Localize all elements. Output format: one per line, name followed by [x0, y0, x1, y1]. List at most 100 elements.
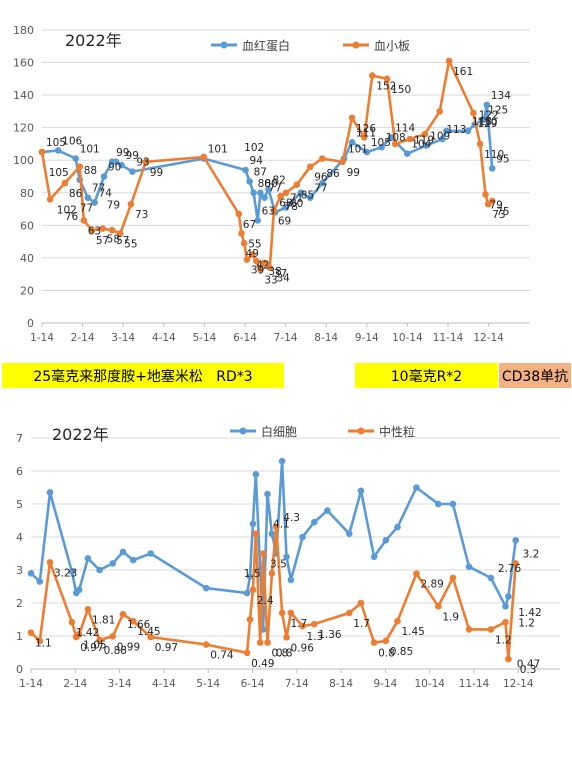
data-point [268, 570, 276, 577]
data-point [250, 189, 257, 197]
x-tick-label: 4-14 [152, 678, 176, 690]
data-point [75, 586, 83, 594]
data-point [61, 179, 69, 187]
y-tick-label: 0 [27, 317, 34, 330]
data-point [243, 256, 251, 263]
data-label: 0.47 [517, 658, 540, 670]
data-point [142, 158, 150, 166]
data-point [449, 500, 457, 508]
data-point [282, 204, 290, 211]
data-point [202, 584, 210, 592]
data-point [277, 192, 284, 200]
data-label: 161 [453, 66, 473, 78]
data-point [435, 603, 442, 610]
series-line-b [30, 525, 517, 661]
data-point [476, 140, 484, 148]
data-point [299, 533, 306, 541]
data-label: 102 [57, 204, 77, 216]
data-label: 0.8 [378, 648, 395, 660]
data-label: 130 [477, 116, 497, 128]
data-point [264, 490, 271, 498]
x-tick-label: 8-14 [329, 678, 353, 690]
data-point [96, 566, 103, 574]
data-point [36, 578, 44, 585]
data-label: 1.1 [35, 638, 52, 650]
y-tick-label: 120 [13, 122, 34, 135]
y-tick-label: 160 [13, 57, 34, 70]
y-tick-label: 4 [16, 531, 23, 544]
data-point [297, 189, 305, 197]
x-tick-label: 8-14 [314, 332, 338, 344]
data-point [464, 127, 472, 135]
data-point [36, 637, 44, 645]
y-tick-label: 60 [20, 219, 34, 232]
data-point [319, 179, 326, 187]
data-label: 134 [491, 90, 511, 102]
data-point [293, 181, 301, 188]
x-tick-label: 12-14 [503, 678, 534, 690]
x-tick-label: 12-14 [473, 332, 504, 344]
data-point [54, 147, 62, 154]
data-label: 88 [84, 165, 97, 177]
data-point [84, 605, 92, 613]
data-point [252, 530, 260, 537]
x-tick-label: 2-14 [63, 678, 87, 690]
data-label: 1.45 [401, 626, 424, 638]
band-cd38: CD38单抗 [499, 363, 571, 388]
data-label: 77 [268, 183, 281, 195]
data-point [278, 609, 286, 617]
data-point [109, 633, 117, 640]
data-point [310, 620, 318, 628]
data-label: 1.81 [92, 614, 115, 626]
data-point [502, 618, 509, 626]
data-label: 111 [356, 127, 376, 139]
data-point [257, 265, 264, 273]
data-point [112, 158, 120, 166]
data-point [287, 576, 295, 584]
y-tick-label: 5 [16, 498, 23, 511]
data-point [348, 139, 356, 146]
data-label: 2.89 [420, 579, 443, 591]
data-point [435, 500, 442, 508]
data-label: 55 [248, 238, 261, 250]
data-label: 99 [347, 167, 360, 179]
legend-label: 白细胞 [261, 424, 297, 439]
data-label: 105 [46, 137, 66, 149]
data-point [505, 593, 512, 600]
y-tick-label: 2 [16, 597, 23, 610]
data-label: 75 [496, 206, 509, 218]
data-point [487, 574, 495, 582]
data-point [266, 264, 274, 271]
data-point [482, 191, 489, 198]
data-point [465, 626, 473, 633]
y-tick-label: 40 [20, 252, 34, 265]
data-label: 1.2 [495, 634, 512, 646]
legend-marker [239, 427, 247, 435]
data-label: 63 [88, 225, 101, 237]
x-tick-label: 10-14 [414, 678, 445, 690]
data-label: 76 [65, 211, 79, 223]
data-point [283, 634, 290, 641]
data-point [383, 75, 391, 83]
data-label: 126 [356, 123, 376, 135]
data-label: 85 [301, 190, 314, 202]
data-point [118, 161, 125, 169]
data-point [487, 626, 495, 633]
data-point [235, 210, 243, 218]
legend-marker [357, 427, 365, 435]
chart-title: 2022年 [52, 425, 109, 444]
data-label: 101 [80, 144, 100, 156]
data-point [378, 143, 385, 151]
x-tick-label: 4-14 [152, 332, 176, 344]
data-label: 4.3 [283, 512, 300, 524]
data-point [357, 487, 365, 495]
data-point [249, 586, 257, 594]
data-point [243, 649, 251, 657]
data-label: 73 [135, 209, 148, 221]
y-tick-label: 80 [20, 187, 34, 200]
data-point [480, 116, 488, 123]
data-label: 38 [268, 266, 281, 278]
data-point [72, 155, 79, 162]
legend-label: 血小板 [374, 39, 410, 53]
data-label: 34 [277, 273, 291, 285]
